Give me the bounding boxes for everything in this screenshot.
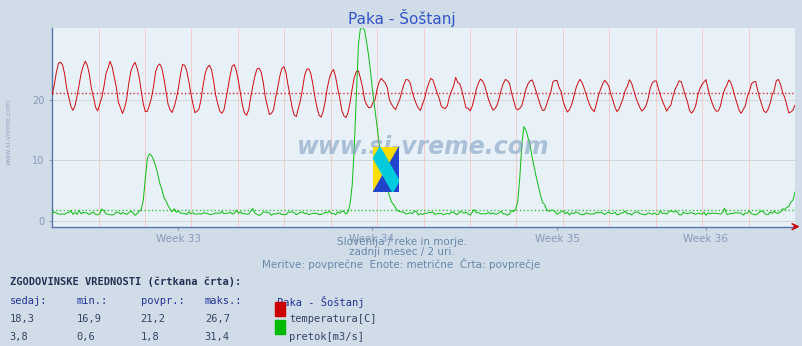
Text: 1,8: 1,8 xyxy=(140,332,159,342)
Text: 16,9: 16,9 xyxy=(76,314,101,324)
Text: Slovenija / reke in morje.: Slovenija / reke in morje. xyxy=(336,237,466,247)
Text: 3,8: 3,8 xyxy=(10,332,28,342)
Polygon shape xyxy=(373,147,399,192)
Text: pretok[m3/s]: pretok[m3/s] xyxy=(289,332,363,342)
Text: min.:: min.: xyxy=(76,296,107,306)
Text: www.si-vreme.com: www.si-vreme.com xyxy=(297,135,549,159)
Text: Meritve: povprečne  Enote: metrične  Črta: povprečje: Meritve: povprečne Enote: metrične Črta:… xyxy=(262,258,540,270)
Polygon shape xyxy=(373,147,386,192)
Text: ZGODOVINSKE VREDNOSTI (črtkana črta):: ZGODOVINSKE VREDNOSTI (črtkana črta): xyxy=(10,277,241,287)
Text: maks.:: maks.: xyxy=(205,296,242,306)
Polygon shape xyxy=(373,147,399,192)
Text: 0,6: 0,6 xyxy=(76,332,95,342)
Text: zadnji mesec / 2 uri.: zadnji mesec / 2 uri. xyxy=(348,247,454,257)
Text: 31,4: 31,4 xyxy=(205,332,229,342)
Text: temperatura[C]: temperatura[C] xyxy=(289,314,376,324)
Text: Paka - Šoštanj: Paka - Šoštanj xyxy=(347,9,455,27)
Polygon shape xyxy=(373,147,399,170)
Text: Paka - Šoštanj: Paka - Šoštanj xyxy=(277,296,364,308)
Text: 21,2: 21,2 xyxy=(140,314,165,324)
Text: 18,3: 18,3 xyxy=(10,314,34,324)
Text: povpr.:: povpr.: xyxy=(140,296,184,306)
Text: sedaj:: sedaj: xyxy=(10,296,47,306)
Text: 26,7: 26,7 xyxy=(205,314,229,324)
Text: www.si-vreme.com: www.si-vreme.com xyxy=(6,98,11,165)
